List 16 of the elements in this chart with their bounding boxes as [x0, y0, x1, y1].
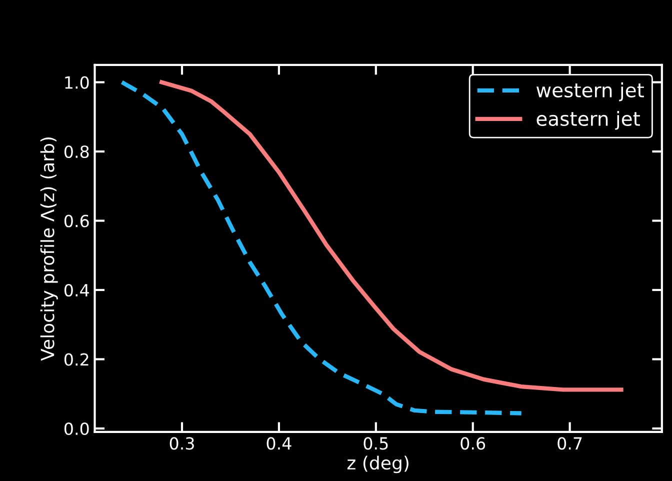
x-tick-label: 0.3 [170, 437, 194, 450]
legend-label: western jet [536, 82, 644, 102]
x-tick-label: 0.7 [558, 437, 582, 450]
y-axis-title: Velocity profile Λ(z) (arb) [40, 137, 58, 361]
legend-label: eastern jet [536, 110, 640, 130]
x-tick-label: 0.4 [266, 437, 292, 450]
y-tick-label: 0.4 [64, 284, 89, 297]
y-tick-label: 1.0 [65, 76, 89, 89]
y-tick-label: 0.8 [64, 145, 89, 158]
y-tick-label: 0.0 [64, 422, 89, 436]
y-tick-label: 0.2 [64, 353, 88, 366]
x-axis-title: z (deg) [347, 456, 408, 474]
y-tick-label: 0.6 [64, 214, 89, 228]
line-series [120, 80, 524, 416]
x-tick-label: 0.5 [364, 437, 388, 450]
x-tick-label: 0.6 [460, 437, 486, 450]
